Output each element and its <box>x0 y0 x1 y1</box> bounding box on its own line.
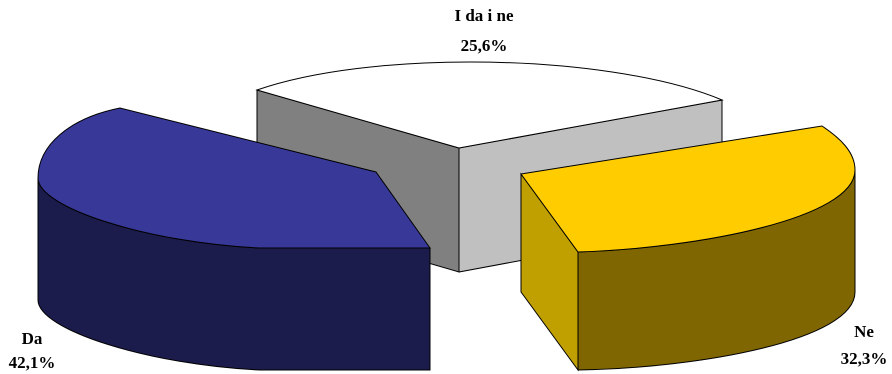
label-da-name: Da <box>22 329 43 348</box>
label-ne-value: 32,3% <box>841 349 888 368</box>
label-da-value: 42,1% <box>9 353 56 372</box>
label-ne-name: Ne <box>854 322 874 341</box>
label-i-da-i-ne-value: 25,6% <box>461 36 508 55</box>
slice-i-da-i-ne-top <box>255 61 724 149</box>
labels: I da i ne 25,6% Da 42,1% Ne 32,3% <box>9 6 888 372</box>
slice-da <box>37 107 431 371</box>
slice-ne <box>520 125 856 372</box>
label-i-da-i-ne-name: I da i ne <box>454 6 513 25</box>
slice-da-top <box>37 107 431 249</box>
slice-ne-top <box>520 125 856 253</box>
